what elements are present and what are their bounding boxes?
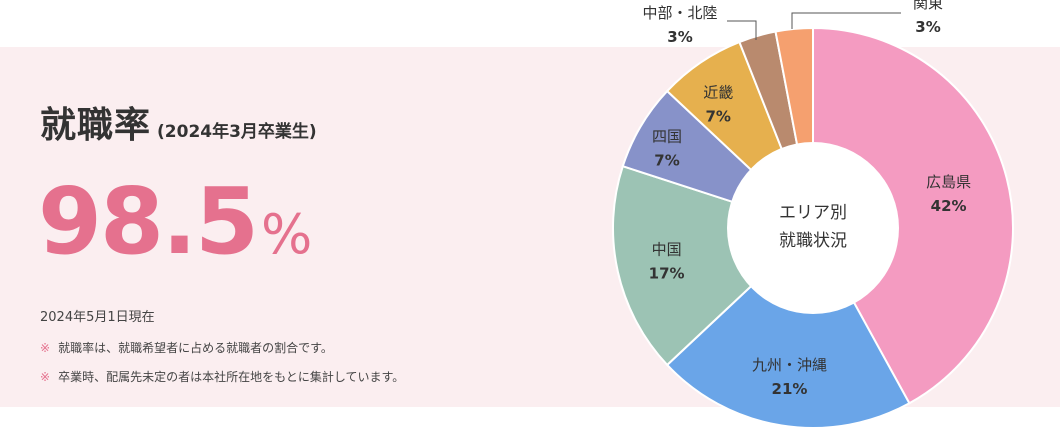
slice-value-label: 3% [667, 28, 692, 46]
slice-label: 近畿 [703, 83, 733, 101]
slice-label: 中国 [652, 241, 682, 259]
slice-value-label: 7% [705, 107, 730, 125]
title-row: 就職率 (2024年3月卒業生) [40, 96, 317, 148]
as-of-date: 2024年5月1日現在 [40, 310, 155, 325]
page-title: 就職率 [40, 105, 152, 146]
slice-value-label: 42% [931, 197, 967, 215]
employment-rate-unit: % [261, 203, 313, 266]
pie-slice [812, 26, 1014, 405]
employment-rate-value: 98.5 [38, 168, 259, 275]
slice-value-label: 3% [915, 18, 940, 36]
note-mark: ※ [40, 370, 51, 384]
note-item: ※ 就職率は、就職希望者に占める就職者の割合です。 [40, 339, 333, 356]
note-mark: ※ [40, 341, 51, 355]
employment-rate: 98.5% [38, 176, 312, 268]
slice-value-label: 21% [772, 380, 808, 398]
slice-label: 中部・北陸 [642, 4, 717, 22]
note-item: ※ 卒業時、配属先未定の者は本社所在地をもとに集計しています。 [40, 368, 404, 385]
pie-slice [665, 226, 911, 429]
slice-label: 関東 [913, 0, 943, 12]
note-text: 卒業時、配属先未定の者は本社所在地をもとに集計しています。 [58, 370, 405, 384]
slice-value-label: 17% [649, 265, 685, 283]
note-text: 就職率は、就職希望者に占める就職者の割合です。 [58, 341, 333, 355]
leader-line [791, 12, 901, 29]
center-label: 就職状況 [779, 231, 847, 251]
slice-label: 四国 [652, 128, 682, 146]
slice-value-label: 7% [654, 152, 679, 170]
page-subtitle: (2024年3月卒業生) [157, 122, 317, 142]
center-label: エリア別 [779, 203, 847, 223]
donut-hole [727, 142, 899, 314]
slice-label: 九州・沖縄 [752, 356, 827, 374]
leader-line [727, 20, 757, 40]
slice-label: 広島県 [926, 173, 971, 191]
